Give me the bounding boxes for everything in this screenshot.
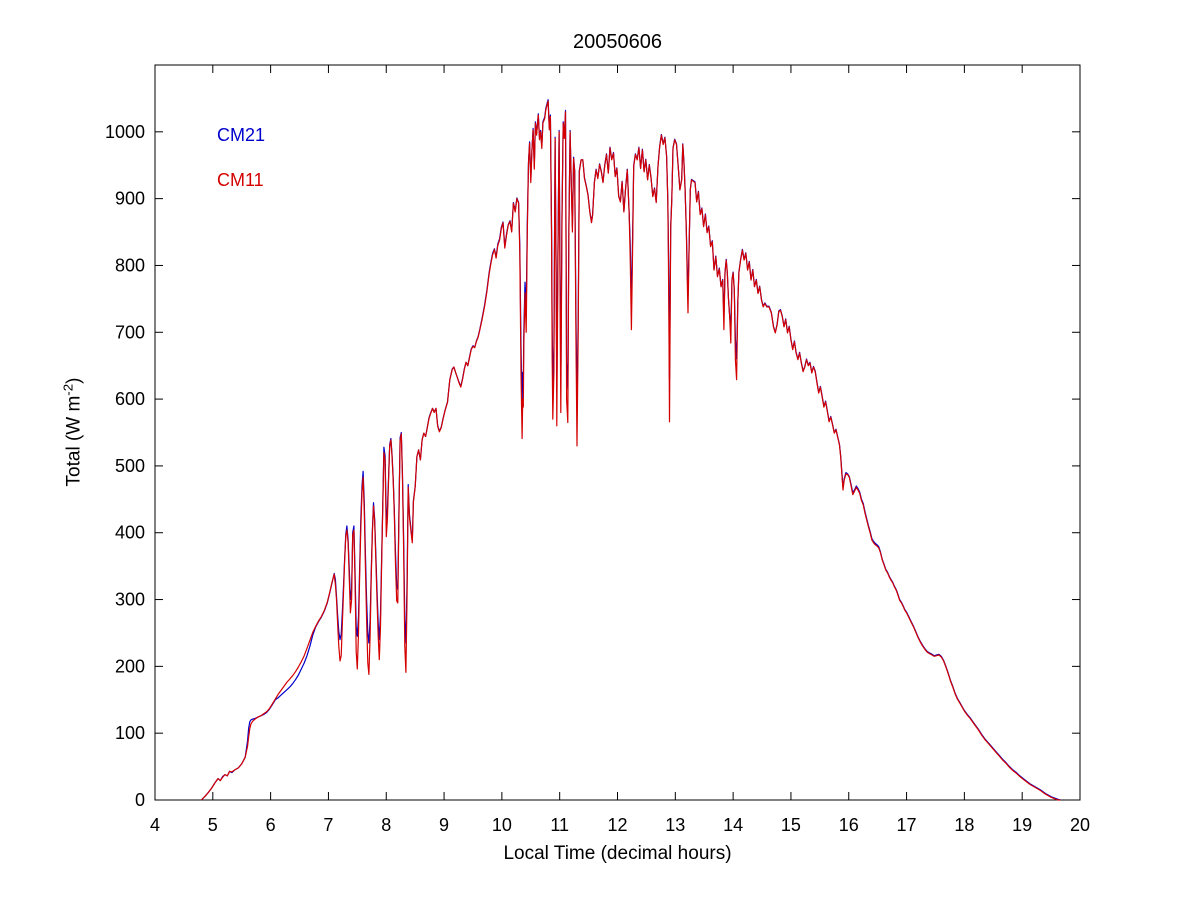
y-tick-label: 800 (115, 255, 145, 275)
x-tick-label: 5 (208, 815, 218, 835)
x-tick-label: 15 (781, 815, 801, 835)
x-tick-label: 6 (266, 815, 276, 835)
x-tick-label: 8 (381, 815, 391, 835)
y-tick-label: 200 (115, 656, 145, 676)
y-tick-label: 400 (115, 523, 145, 543)
y-tick-label: 900 (115, 189, 145, 209)
y-tick-label: 300 (115, 590, 145, 610)
chart-title: 20050606 (573, 31, 662, 53)
x-tick-label: 10 (492, 815, 512, 835)
y-tick-label: 600 (115, 389, 145, 409)
x-tick-label: 9 (439, 815, 449, 835)
y-axis-label-close: ) (63, 377, 85, 384)
x-axis-label: Local Time (decimal hours) (503, 843, 732, 864)
x-tick-label: 7 (323, 815, 333, 835)
x-tick-label: 18 (954, 815, 974, 835)
x-tick-label: 13 (665, 815, 685, 835)
y-tick-label: 0 (135, 790, 145, 810)
x-tick-label: 17 (897, 815, 917, 835)
y-tick-label: 100 (115, 723, 145, 743)
y-tick-label: 700 (115, 322, 145, 342)
x-tick-label: 12 (607, 815, 627, 835)
series-line-cm21 (200, 99, 1061, 801)
y-axis-label: Total (W m-2) (60, 378, 85, 487)
x-tick-label: 19 (1012, 815, 1032, 835)
x-tick-label: 20 (1070, 815, 1090, 835)
series-line-cm11 (200, 100, 1061, 801)
legend-entry-cm11: CM11 (217, 170, 264, 190)
y-tick-label: 500 (115, 456, 145, 476)
y-tick-label: 1000 (105, 122, 145, 142)
x-tick-label: 14 (723, 815, 743, 835)
x-tick-label: 11 (550, 815, 569, 835)
y-axis-label-text: Total (W m (63, 395, 85, 487)
x-tick-label: 16 (839, 815, 859, 835)
y-axis-label-superscript: -2 (60, 383, 76, 396)
x-tick-label: 4 (150, 815, 160, 835)
legend-entry-cm21: CM21 (217, 125, 266, 145)
